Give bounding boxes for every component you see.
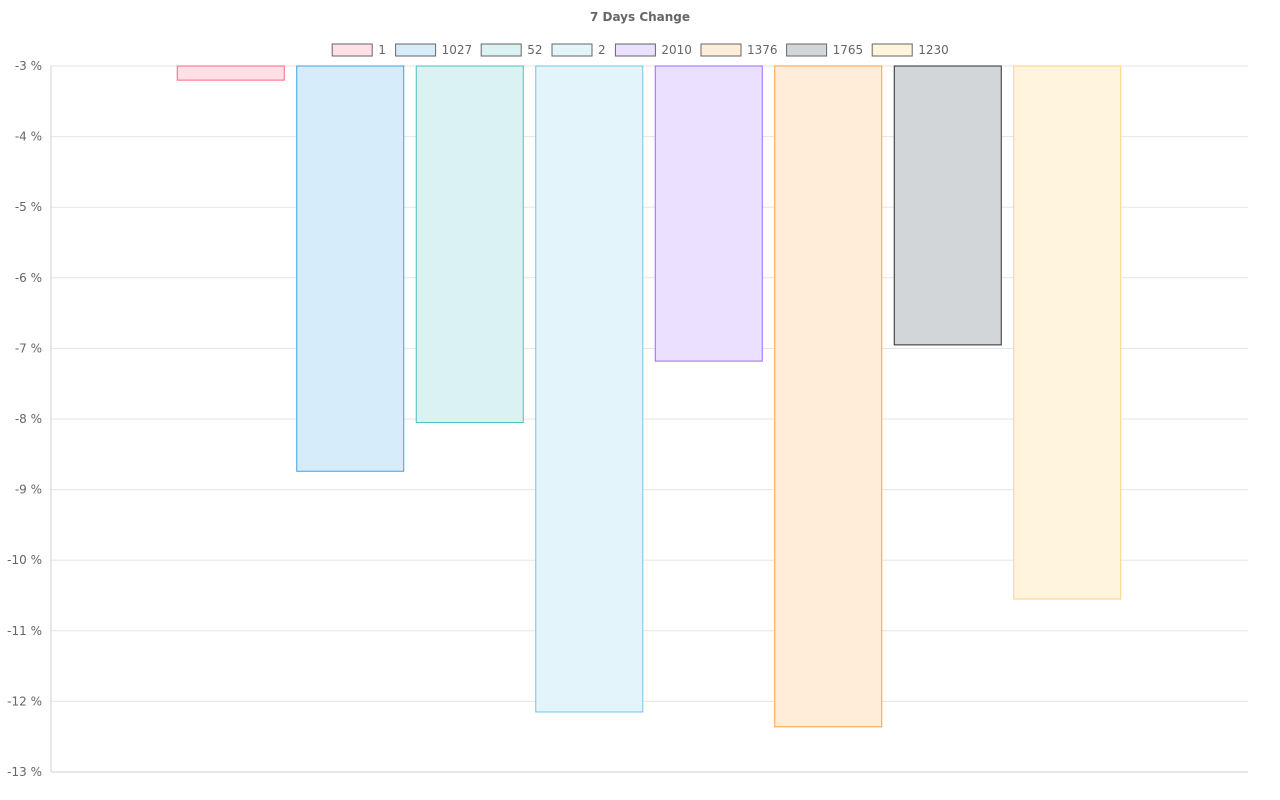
y-tick-label: -12 % <box>7 694 42 708</box>
y-tick-label: -3 % <box>15 59 42 73</box>
legend-label: 1230 <box>918 43 949 57</box>
legend-item-1[interactable]: 1 <box>331 43 386 57</box>
legend-label: 2 <box>598 43 606 57</box>
y-tick-label: -9 % <box>15 483 42 497</box>
legend-swatch <box>786 43 828 57</box>
legend-item-2[interactable]: 2 <box>551 43 606 57</box>
legend-label: 2010 <box>661 43 692 57</box>
y-tick-label: -13 % <box>7 765 42 779</box>
y-tick-label: -11 % <box>7 624 42 638</box>
bars <box>176 65 1122 728</box>
y-tick-label: -5 % <box>15 200 42 214</box>
legend-swatch <box>395 43 437 57</box>
legend-label: 1376 <box>747 43 778 57</box>
bar-1376[interactable] <box>774 65 883 728</box>
legend-item-1230[interactable]: 1230 <box>871 43 949 57</box>
legend-label: 1027 <box>442 43 473 57</box>
legend-swatch <box>331 43 373 57</box>
y-tick-label: -7 % <box>15 341 42 355</box>
legend-item-1027[interactable]: 1027 <box>395 43 473 57</box>
bar-52[interactable] <box>415 65 524 424</box>
y-tick-label: -6 % <box>15 271 42 285</box>
legend-label: 52 <box>527 43 542 57</box>
bar-2010[interactable] <box>654 65 763 362</box>
legend-item-52[interactable]: 52 <box>480 43 542 57</box>
legend-swatch <box>871 43 913 57</box>
legend-swatch <box>551 43 593 57</box>
legend-item-1765[interactable]: 1765 <box>786 43 864 57</box>
bar-1027[interactable] <box>296 65 405 472</box>
legend-label: 1 <box>378 43 386 57</box>
chart-title: 7 Days Change <box>590 10 690 24</box>
bar-1[interactable] <box>176 65 285 81</box>
bar-1765[interactable] <box>893 65 1002 346</box>
grid <box>51 65 1248 773</box>
legend-swatch <box>614 43 656 57</box>
y-tick-label: -8 % <box>15 412 42 426</box>
y-tick-label: -10 % <box>7 553 42 567</box>
legend-item-1376[interactable]: 1376 <box>700 43 778 57</box>
y-tick-label: -4 % <box>15 130 42 144</box>
legend-swatch <box>700 43 742 57</box>
legend: 1 1027 52 2 2010 1376 1765 1230 <box>331 43 949 57</box>
legend-swatch <box>480 43 522 57</box>
bar-2[interactable] <box>535 65 644 713</box>
bar-1230[interactable] <box>1013 65 1122 600</box>
legend-label: 1765 <box>833 43 864 57</box>
legend-item-2010[interactable]: 2010 <box>614 43 692 57</box>
y-axis: -3 % -4 % -5 % -6 % -7 % -8 % -9 % -10 % -11 % -1… <box>7 59 52 779</box>
